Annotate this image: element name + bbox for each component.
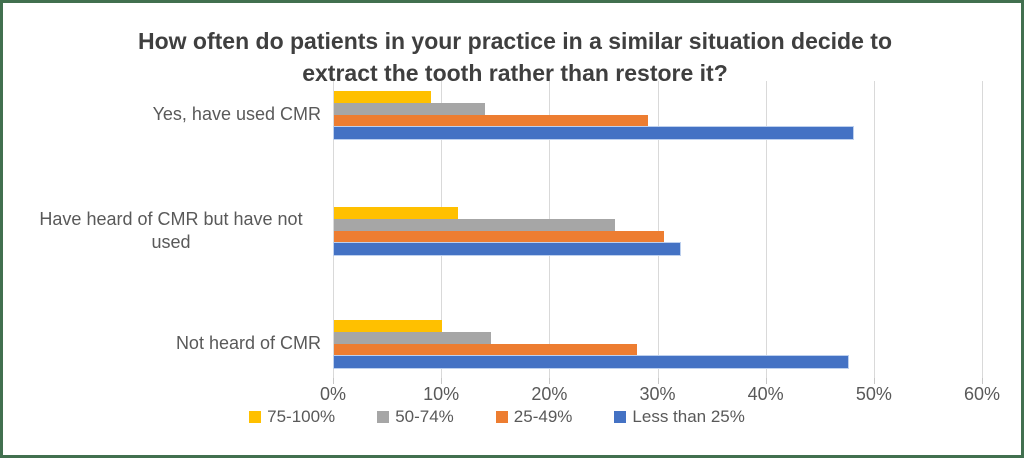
gridline [873, 81, 875, 378]
bar-75-100-have-heard-of-cmr-but-have-not-used [334, 207, 459, 219]
bar-50-74-have-heard-of-cmr-but-have-not-used [334, 219, 616, 231]
axis-tick [441, 378, 443, 384]
bar-50-74-not-heard-of-cmr [334, 332, 491, 344]
legend-swatch-icon [249, 411, 262, 423]
legend-item-less-than-25: Less than 25% [614, 407, 745, 427]
bar-25-49-yes-have-used-cmr [334, 115, 648, 127]
category-label-text: Not heard of CMR [175, 333, 321, 354]
x-axis-label: 0% [319, 384, 347, 404]
legend-label: Less than 25% [632, 407, 745, 426]
legend-item-25-49: 25-49% [495, 407, 573, 427]
x-axis-label: 60% [963, 384, 1001, 404]
gridline [333, 81, 334, 378]
category-label: Have heard of CMR but have not used [3, 199, 321, 263]
bar-less-than-25-have-heard-of-cmr-but-have-not-used [334, 243, 681, 255]
legend-swatch-icon [614, 411, 627, 423]
bar-25-49-have-heard-of-cmr-but-have-not-used [334, 231, 664, 243]
axis-tick [982, 378, 983, 384]
legend-label: 50-74% [395, 407, 454, 426]
legend-swatch-icon [495, 411, 508, 423]
gridline [982, 81, 983, 378]
x-axis-label: 40% [747, 384, 784, 404]
x-axis-label: 30% [639, 384, 676, 404]
axis-tick [333, 378, 334, 384]
axis-tick [873, 378, 875, 384]
bar-less-than-25-not-heard-of-cmr [334, 356, 848, 368]
bar-less-than-25-yes-have-used-cmr [334, 127, 854, 139]
x-axis-label: 20% [531, 384, 568, 404]
x-axis-label: 50% [855, 384, 892, 404]
category-label: Not heard of CMR [3, 312, 321, 376]
chart-title: How often do patients in your practice i… [137, 28, 892, 87]
bar-75-100-not-heard-of-cmr [334, 320, 443, 332]
x-axis-label: 10% [423, 384, 460, 404]
category-label-text: Yes, have used CMR [152, 104, 321, 125]
gridline [657, 81, 659, 378]
legend-label: 75-100% [267, 407, 336, 426]
legend-item-75-100: 75-100% [249, 407, 335, 427]
legend: 75-100% 50-74% 25-49% Less than 25% [3, 407, 1009, 427]
bar-75-100-yes-have-used-cmr [334, 91, 432, 103]
category-label-text: Have heard of CMR but have not used [39, 208, 303, 252]
legend-item-50-74: 50-74% [377, 407, 454, 427]
legend-swatch-icon [377, 411, 390, 423]
bar-50-74-yes-have-used-cmr [334, 103, 486, 115]
bar-25-49-not-heard-of-cmr [334, 344, 637, 356]
legend-label: 25-49% [513, 407, 573, 426]
axis-tick [549, 378, 551, 384]
axis-tick [765, 378, 767, 384]
category-label: Yes, have used CMR [3, 83, 321, 147]
axis-tick [657, 378, 659, 384]
plot-area: 0% 10% 20% 30% 40% 50% 60% [320, 81, 1000, 404]
gridline [765, 81, 767, 378]
